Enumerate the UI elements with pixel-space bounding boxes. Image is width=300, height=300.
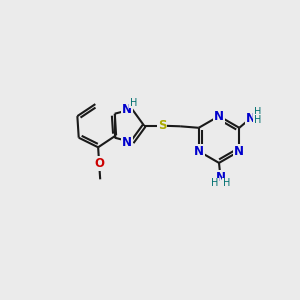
- Text: H: H: [254, 115, 261, 125]
- Text: H: H: [254, 107, 261, 117]
- Text: N: N: [122, 136, 132, 149]
- Text: N: N: [215, 171, 226, 184]
- Text: N: N: [122, 103, 132, 116]
- Text: H: H: [223, 178, 230, 188]
- Text: H: H: [130, 98, 137, 108]
- Text: N: N: [234, 145, 244, 158]
- Text: S: S: [158, 119, 167, 132]
- Text: N: N: [214, 110, 224, 123]
- Text: H: H: [211, 178, 218, 188]
- Text: N: N: [246, 112, 256, 125]
- Text: N: N: [194, 145, 204, 158]
- Text: O: O: [94, 157, 104, 170]
